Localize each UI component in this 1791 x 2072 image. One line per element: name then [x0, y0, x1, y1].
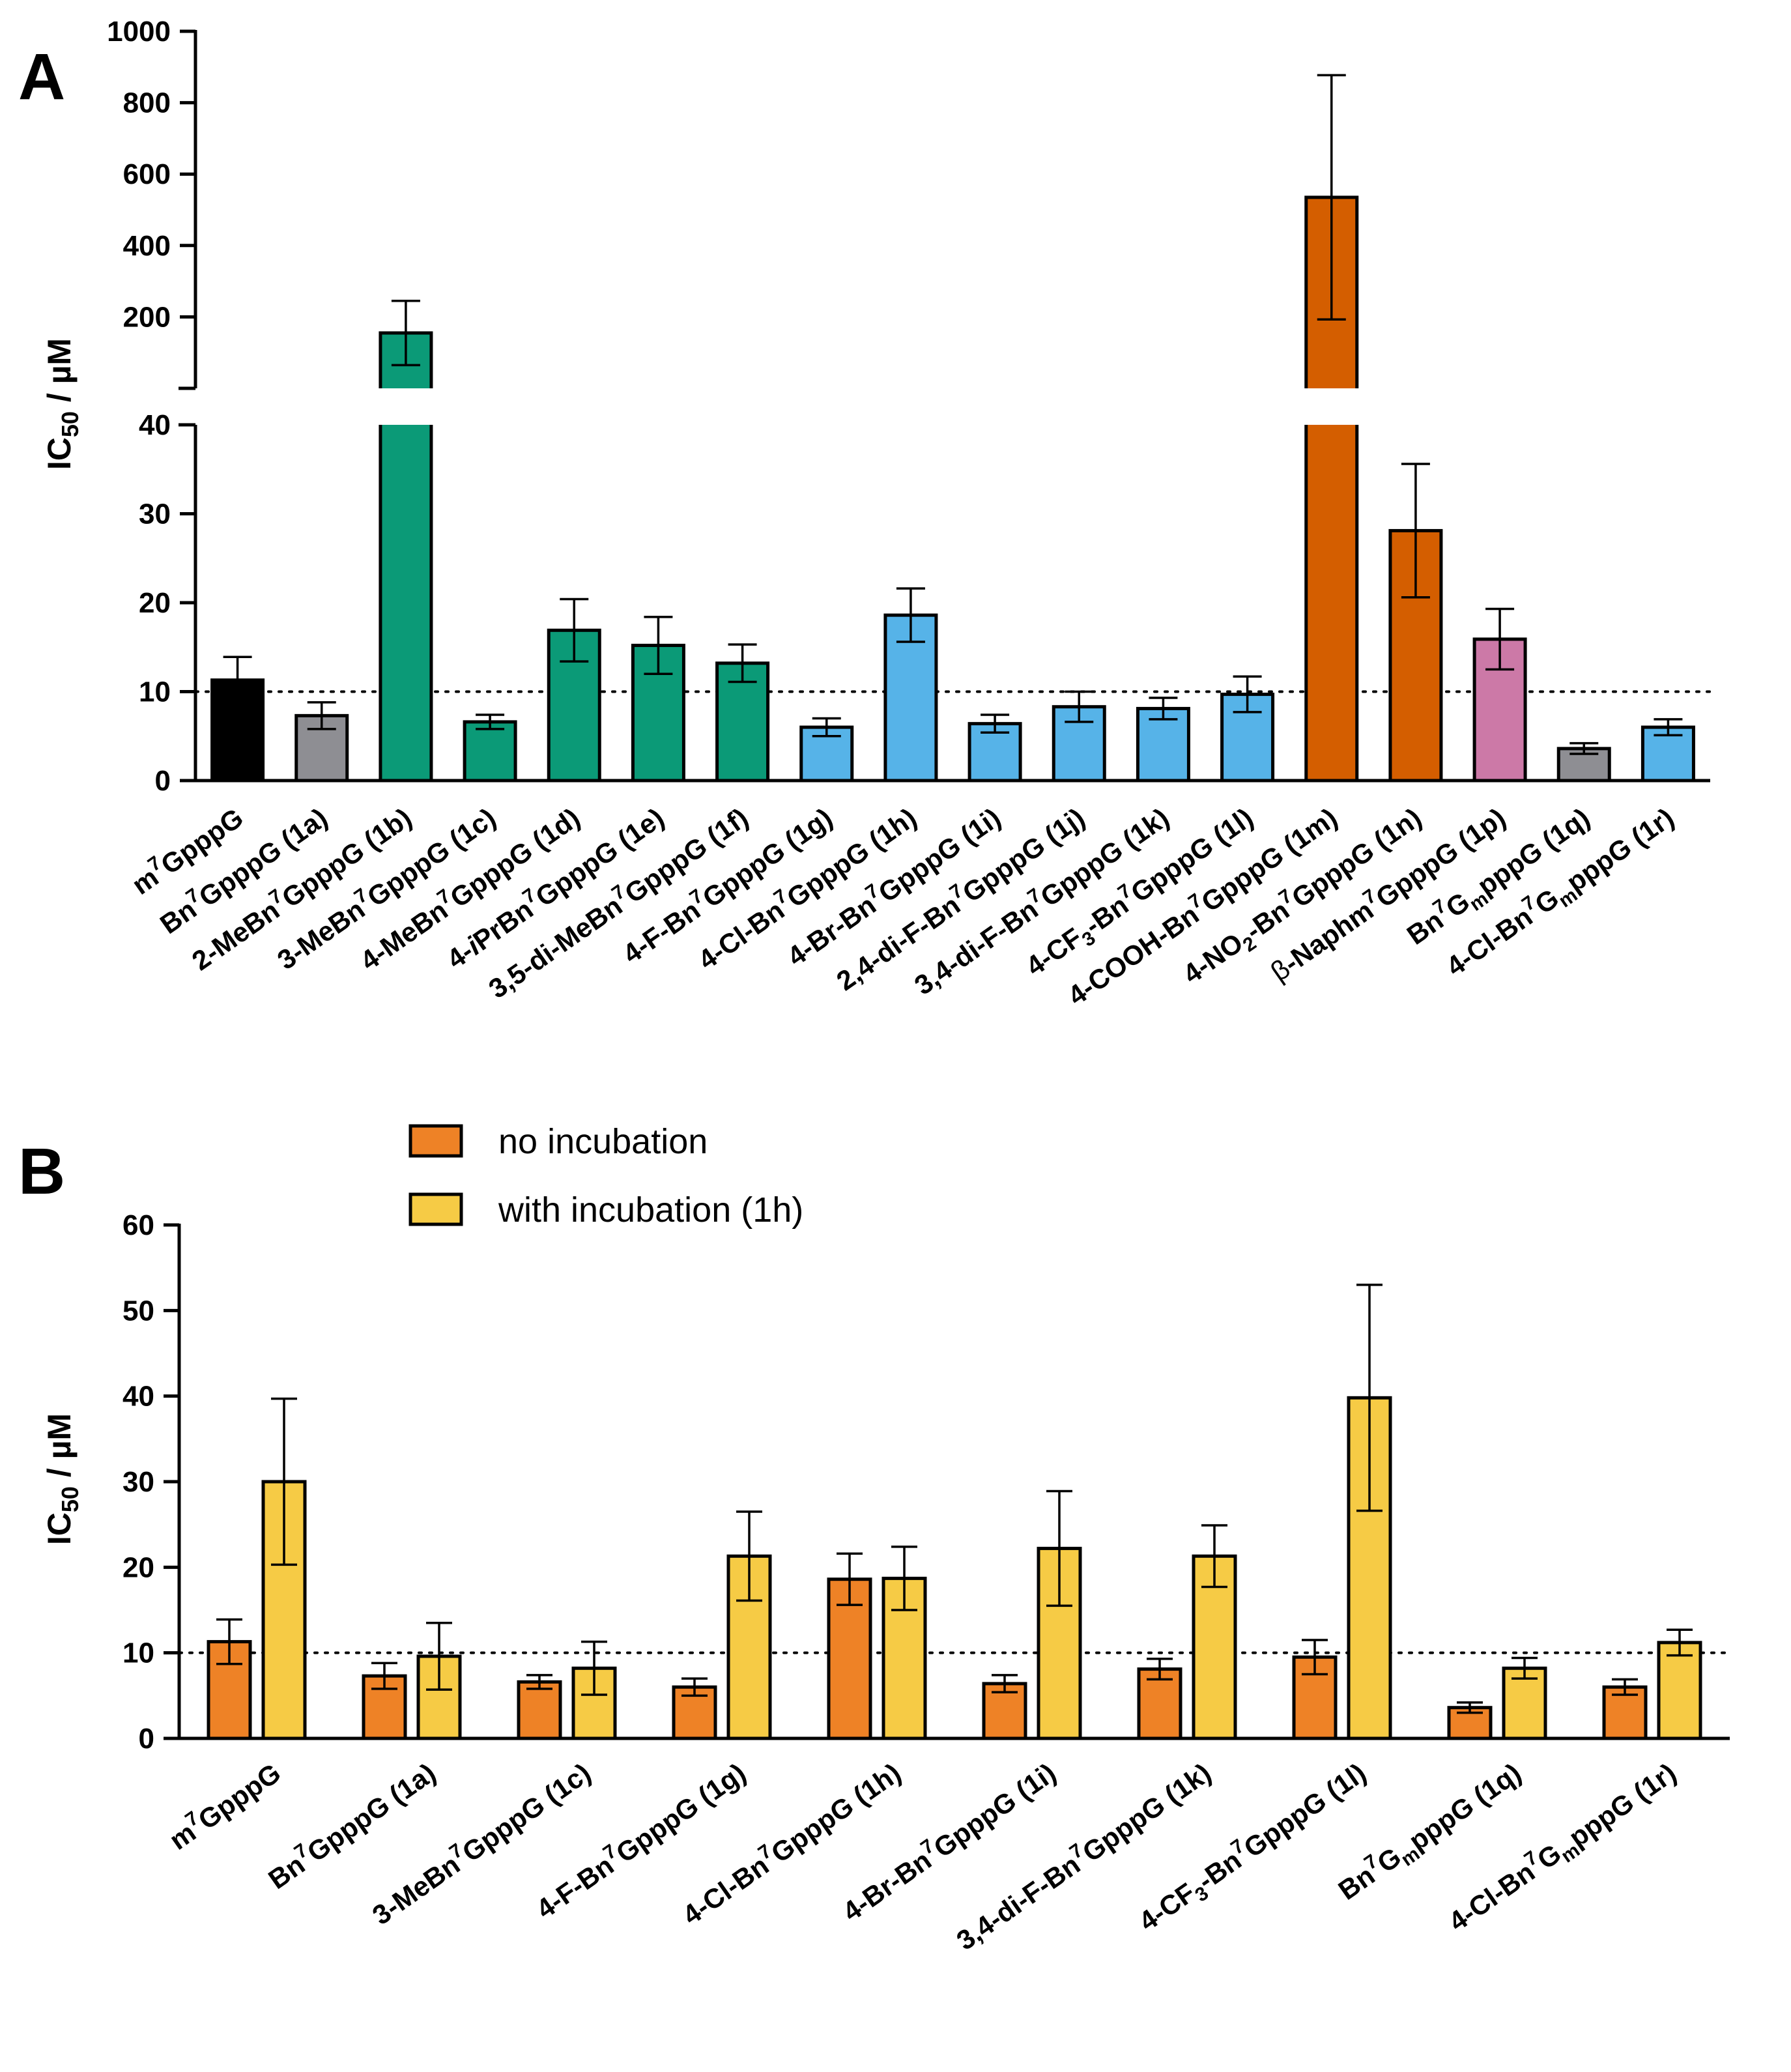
panel-b-error-s0-0: [216, 1618, 242, 1665]
panel-a-error-4: [560, 597, 589, 663]
legend-swatch-0: [408, 1124, 463, 1158]
panel-a-y-tick-label-upper-4: 1000: [107, 16, 171, 48]
panel-b-bar-s1-1: [416, 1654, 462, 1740]
panel-b-error-s1-2: [581, 1640, 607, 1696]
panel-a-letter: A: [18, 40, 65, 113]
panel-b-bar-s1-9: [1657, 1641, 1702, 1740]
panel-b-error-s0-7: [1302, 1639, 1328, 1676]
panel-b-y-tick-label-0: 0: [139, 1723, 154, 1755]
legend-swatch-1: [408, 1192, 463, 1226]
panel-a-error-7: [812, 717, 841, 738]
panel-a-y-tick-label-lower-2: 20: [139, 587, 171, 619]
panel-a-error-bars: [223, 74, 1683, 755]
panel-a-bar-3: [463, 720, 517, 783]
panel-b-y-tick-label-1: 10: [122, 1637, 154, 1669]
panel-a-y-tick-label-lower-4: 40: [139, 409, 171, 441]
panel-b-letter: B: [18, 1135, 65, 1208]
panel-b-bar-s1-4: [881, 1576, 927, 1740]
panel-b-bar-s0-9: [1602, 1685, 1648, 1740]
panel-a-y-tick-label-upper-2: 600: [123, 158, 171, 190]
panel-a-error-2: [391, 299, 420, 367]
panel-b-error-s0-4: [837, 1552, 863, 1606]
panel-a-error-14: [1401, 463, 1430, 599]
panel-b-error-s1-6: [1201, 1524, 1227, 1589]
panel-b-y-ticks: 0 10 20 30 40 50 60: [122, 1209, 179, 1755]
panel-a-y-ticks: 0 10 20 30 40 200 400 600 800 1000: [107, 16, 195, 797]
panel-b-error-s0-1: [371, 1662, 397, 1690]
panel-b-y-tick-label-5: 50: [122, 1295, 154, 1327]
panel-b-error-s1-7: [1356, 1284, 1383, 1512]
panel-a-error-10: [1065, 690, 1094, 723]
panel-b-error-s1-0: [271, 1397, 297, 1566]
panel-b-error-s0-9: [1612, 1678, 1638, 1696]
panel-a-y-axis-label: IC50 / µM: [41, 338, 83, 470]
panel-b-error-s1-3: [736, 1510, 762, 1602]
panel-b-y-tick-label-3: 30: [122, 1466, 154, 1498]
panel-a-error-5: [644, 616, 673, 675]
panel-a-y-tick-label-upper-3: 800: [123, 87, 171, 119]
legend-label-1: with incubation (1h): [498, 1190, 803, 1230]
panel-b-y-tick-label-2: 20: [122, 1551, 154, 1583]
panel-a-error-6: [728, 643, 757, 683]
panel-a-bar-13: [1304, 195, 1359, 783]
panel-a-error-16: [1569, 741, 1599, 755]
legend-label-0: no incubation: [498, 1122, 708, 1161]
panel-b-error-s0-5: [992, 1674, 1018, 1693]
panel-a-error-17: [1654, 718, 1683, 737]
panel-b-bars: [207, 1396, 1702, 1740]
panel-b-error-s1-8: [1512, 1656, 1538, 1680]
panel-a-error-12: [1233, 675, 1262, 713]
panel-a-error-9: [981, 713, 1010, 734]
panel-b-error-bars: [216, 1284, 1693, 1714]
panel-b-y-axis-label: IC50 / µM: [41, 1413, 83, 1545]
panel-b-legend: no incubation with incubation (1h): [408, 1122, 803, 1230]
panel-b-error-s0-8: [1457, 1701, 1483, 1714]
panel-b-error-s1-1: [426, 1621, 452, 1691]
panel-a-error-15: [1485, 607, 1515, 671]
panel-b-y-tick-label-6: 60: [122, 1209, 154, 1241]
panel-b-bar-s0-2: [517, 1680, 562, 1740]
panel-a-y-tick-label-upper-0: 200: [123, 301, 171, 333]
panel-b-error-s0-2: [526, 1674, 552, 1690]
panel-a-error-11: [1149, 697, 1178, 721]
panel-a-error-3: [476, 713, 505, 730]
panel-b-error-s1-5: [1046, 1489, 1072, 1607]
panel-a-y-tick-label-lower-1: 10: [139, 676, 171, 708]
panel-a-y-tick-label-lower-3: 30: [139, 498, 171, 530]
panel-b-error-s0-6: [1147, 1658, 1173, 1681]
panel-a-y-tick-label-lower-0: 0: [155, 765, 171, 797]
panel-a-error-0: [223, 655, 252, 704]
panel-a-error-8: [896, 587, 925, 643]
panel-b-error-s0-3: [681, 1677, 708, 1697]
panel-b-error-s1-4: [891, 1546, 917, 1611]
panel-a-error-13: [1317, 74, 1346, 321]
panel-a-y-tick-label-upper-1: 400: [123, 230, 171, 262]
panel-a-error-1: [307, 701, 336, 730]
panel-b-error-s1-9: [1667, 1628, 1693, 1657]
panel-b-y-tick-label-4: 40: [122, 1381, 154, 1413]
